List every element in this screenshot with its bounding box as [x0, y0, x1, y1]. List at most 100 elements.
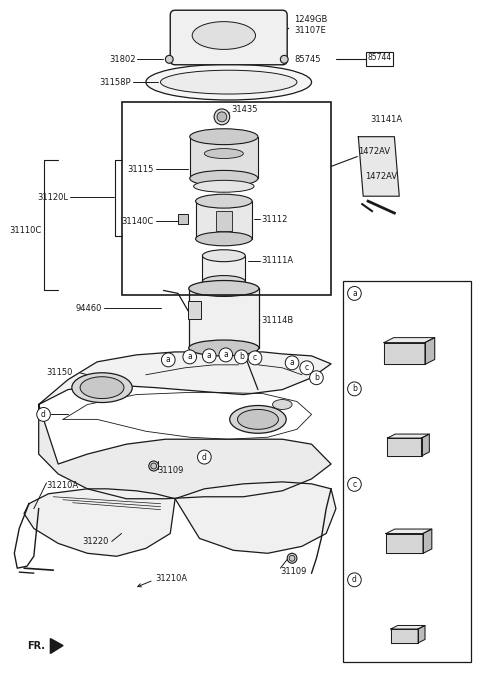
- Ellipse shape: [80, 377, 124, 398]
- Ellipse shape: [189, 281, 259, 297]
- Circle shape: [166, 55, 173, 63]
- Polygon shape: [175, 482, 336, 553]
- Polygon shape: [387, 438, 421, 456]
- Text: a: a: [290, 358, 294, 367]
- Ellipse shape: [204, 149, 243, 158]
- Ellipse shape: [203, 276, 245, 288]
- Circle shape: [235, 350, 248, 364]
- Text: 31115: 31115: [127, 165, 154, 174]
- Circle shape: [280, 55, 288, 63]
- Text: 31101A: 31101A: [366, 385, 398, 394]
- Ellipse shape: [230, 405, 286, 433]
- Text: 31111A: 31111A: [261, 256, 293, 265]
- Text: b: b: [239, 352, 244, 361]
- Circle shape: [214, 109, 230, 125]
- Circle shape: [203, 349, 216, 363]
- Text: 31150: 31150: [47, 368, 73, 377]
- Ellipse shape: [195, 194, 252, 208]
- Polygon shape: [421, 434, 429, 456]
- Polygon shape: [359, 137, 399, 196]
- Text: 1472AV: 1472AV: [365, 172, 397, 181]
- Text: a: a: [187, 352, 192, 361]
- Text: b: b: [352, 385, 357, 394]
- Polygon shape: [39, 352, 331, 405]
- Text: 31104F: 31104F: [366, 575, 397, 584]
- Bar: [366, 52, 394, 66]
- Ellipse shape: [273, 400, 292, 409]
- Text: FR.: FR.: [27, 641, 45, 651]
- Text: a: a: [223, 350, 228, 359]
- Ellipse shape: [160, 70, 297, 94]
- Ellipse shape: [72, 373, 132, 402]
- Text: c: c: [253, 354, 257, 363]
- Polygon shape: [391, 629, 418, 643]
- Text: 94460: 94460: [76, 304, 102, 313]
- Text: 31109: 31109: [280, 567, 307, 576]
- Polygon shape: [39, 405, 331, 499]
- Ellipse shape: [190, 129, 258, 144]
- Text: 31435: 31435: [232, 105, 258, 114]
- Text: 31114B: 31114B: [261, 316, 293, 325]
- Bar: [121, 102, 331, 295]
- Text: 31101: 31101: [366, 289, 393, 298]
- Text: 31120L: 31120L: [37, 193, 68, 202]
- Polygon shape: [423, 529, 432, 553]
- Text: 31101B: 31101B: [366, 480, 398, 489]
- Circle shape: [151, 463, 156, 469]
- Bar: [190, 137, 258, 178]
- Text: a: a: [207, 352, 212, 361]
- Text: 31112: 31112: [261, 215, 287, 224]
- Text: b: b: [314, 373, 319, 383]
- Text: 1249GB: 1249GB: [294, 15, 327, 24]
- Text: 85745: 85745: [294, 55, 321, 64]
- Polygon shape: [387, 434, 429, 438]
- Text: 31110C: 31110C: [10, 226, 42, 235]
- Ellipse shape: [190, 171, 258, 186]
- Circle shape: [219, 348, 233, 362]
- Text: c: c: [305, 363, 309, 372]
- Circle shape: [183, 350, 197, 364]
- Bar: [178, 214, 188, 224]
- Text: d: d: [41, 410, 46, 419]
- Text: d: d: [352, 575, 357, 584]
- Ellipse shape: [189, 340, 259, 356]
- Circle shape: [310, 371, 323, 385]
- Ellipse shape: [193, 180, 254, 192]
- Text: 31220: 31220: [83, 537, 109, 546]
- Polygon shape: [425, 338, 435, 365]
- FancyBboxPatch shape: [170, 10, 287, 65]
- Circle shape: [285, 356, 299, 369]
- Bar: [188, 301, 202, 319]
- Polygon shape: [384, 338, 435, 343]
- Text: 31210A: 31210A: [47, 482, 79, 491]
- Circle shape: [348, 382, 361, 396]
- Text: 31141A: 31141A: [370, 116, 402, 125]
- Circle shape: [217, 112, 227, 122]
- Polygon shape: [24, 488, 175, 557]
- Circle shape: [348, 573, 361, 587]
- Text: 31802: 31802: [109, 55, 136, 64]
- Circle shape: [289, 555, 295, 561]
- Polygon shape: [384, 343, 425, 365]
- Text: a: a: [352, 289, 357, 298]
- Polygon shape: [418, 625, 425, 643]
- Text: 31140C: 31140C: [121, 217, 154, 226]
- Text: 31158P: 31158P: [100, 78, 131, 87]
- Bar: [216, 211, 232, 231]
- Text: 1472AV: 1472AV: [359, 147, 390, 156]
- Polygon shape: [50, 638, 63, 654]
- Ellipse shape: [146, 64, 312, 100]
- Circle shape: [348, 286, 361, 301]
- Text: 31210A: 31210A: [156, 574, 188, 583]
- Ellipse shape: [203, 250, 245, 261]
- Text: 31107E: 31107E: [294, 26, 326, 35]
- Circle shape: [149, 461, 158, 471]
- Circle shape: [37, 407, 50, 421]
- Polygon shape: [386, 533, 423, 553]
- Text: 85744: 85744: [367, 53, 391, 62]
- Text: d: d: [202, 453, 207, 462]
- Circle shape: [300, 361, 313, 375]
- Ellipse shape: [195, 232, 252, 246]
- Polygon shape: [391, 625, 425, 629]
- Circle shape: [348, 477, 361, 491]
